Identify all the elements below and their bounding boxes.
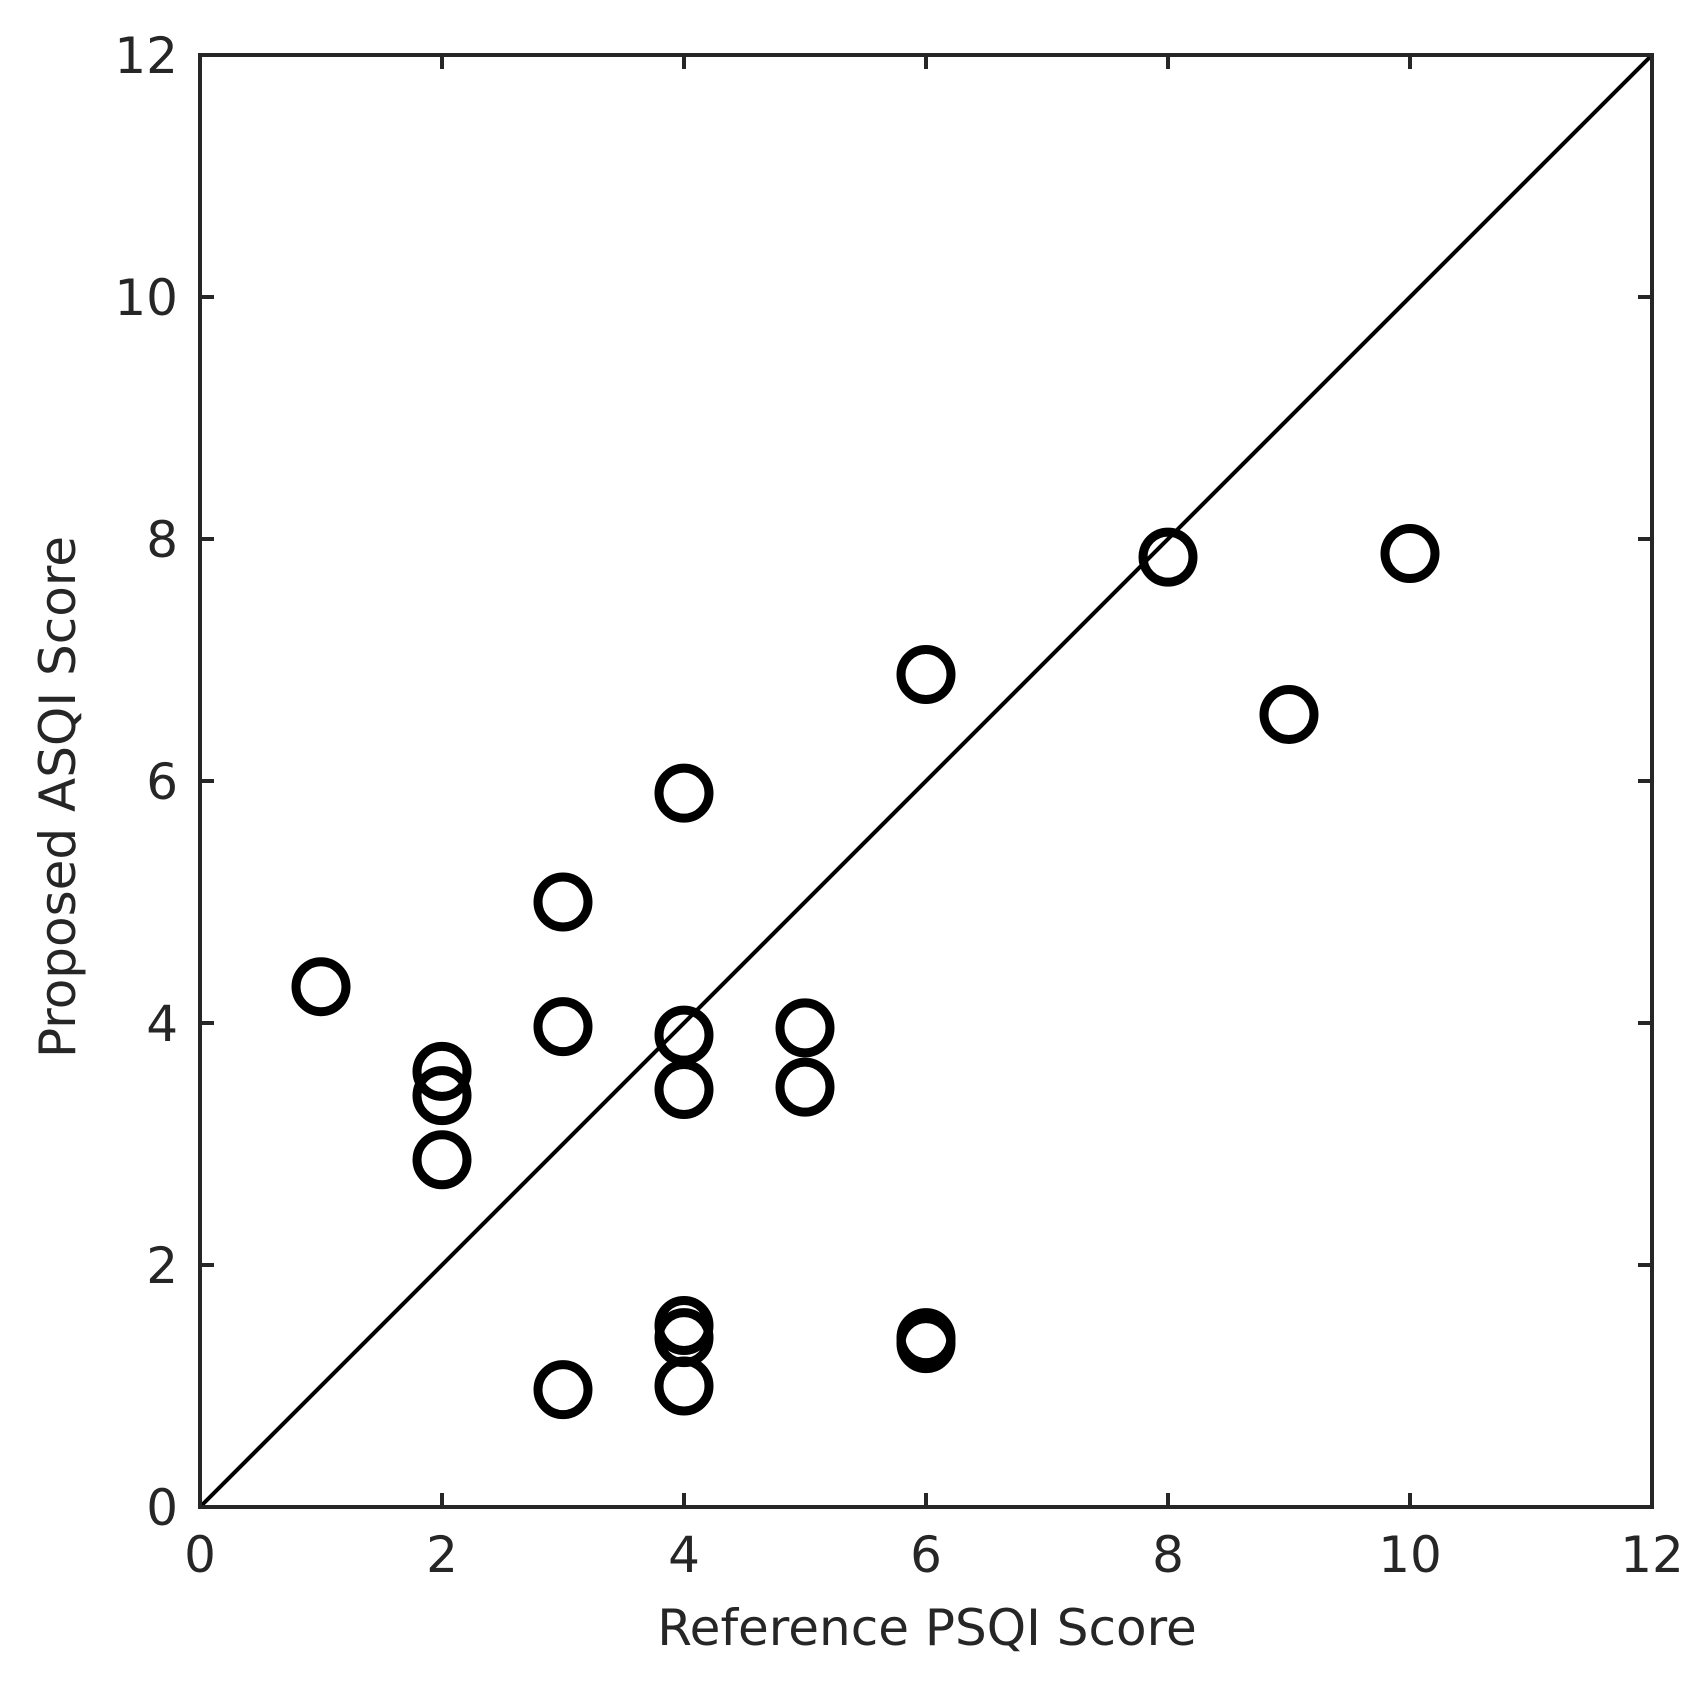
data-point [533, 1360, 593, 1420]
data-points-layer [291, 524, 1440, 1420]
data-point [1138, 527, 1198, 587]
reference-line [198, 53, 1654, 1509]
x-axis-label: Reference PSQI Score [657, 1599, 1197, 1657]
data-point [1380, 524, 1440, 584]
x-tick-label: 0 [184, 1526, 216, 1584]
x-tick-label: 8 [1152, 1526, 1184, 1584]
y-tick-label: 6 [146, 753, 178, 811]
x-tick-label: 12 [1620, 1526, 1684, 1584]
data-point [412, 1130, 472, 1190]
y-tick-label: 10 [114, 269, 178, 327]
data-point [533, 872, 593, 932]
y-axis-label: Proposed ASQI Score [29, 536, 87, 1058]
data-point [654, 1005, 714, 1065]
data-point [412, 1041, 472, 1101]
y-tick-label: 8 [146, 511, 178, 569]
x-tick-label: 4 [668, 1526, 700, 1584]
data-point [775, 1057, 835, 1117]
x-tick-label: 2 [426, 1526, 458, 1584]
data-point [412, 1066, 472, 1126]
y-tick-label: 0 [146, 1479, 178, 1537]
reference-line-layer [198, 53, 1654, 1509]
x-tick-label: 6 [910, 1526, 942, 1584]
axes-layer: 0 2 4 6 8 10 12 0 2 4 6 8 10 12 [114, 27, 1683, 1584]
data-point [654, 1060, 714, 1120]
data-point [775, 998, 835, 1058]
data-point [291, 957, 351, 1017]
y-tick-label: 12 [114, 27, 178, 85]
data-point [533, 997, 593, 1057]
x-tick-label: 10 [1378, 1526, 1442, 1584]
data-point [654, 763, 714, 823]
y-tick-label: 2 [146, 1237, 178, 1295]
data-point [654, 1356, 714, 1416]
data-point [896, 1314, 956, 1374]
data-point [1259, 684, 1319, 744]
y-tick-label: 4 [146, 995, 178, 1053]
data-point [896, 645, 956, 705]
